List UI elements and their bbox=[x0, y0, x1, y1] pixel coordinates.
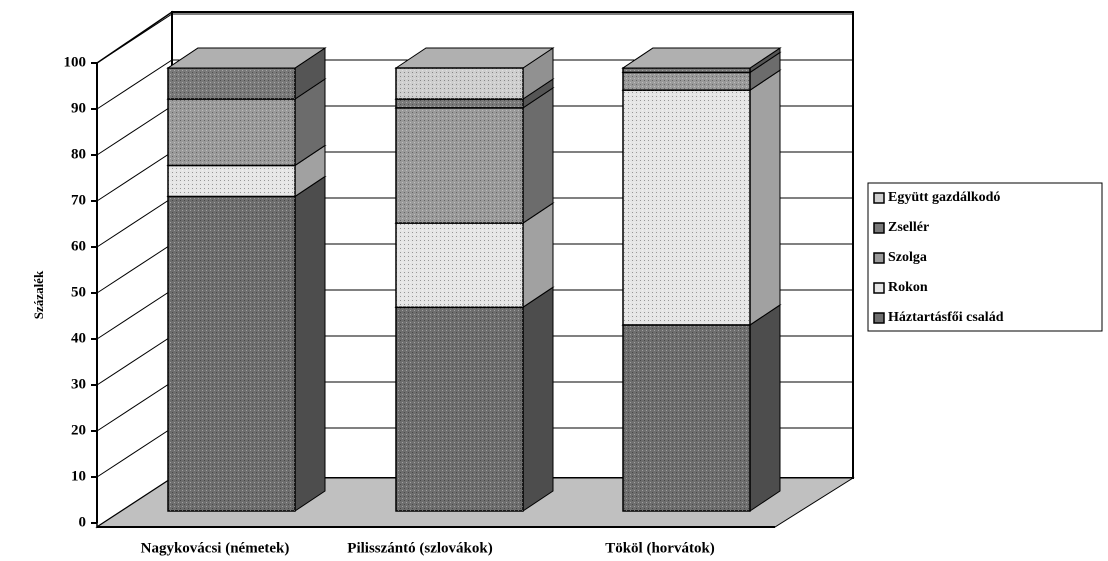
legend-label: Együtt gazdálkodó bbox=[888, 190, 1000, 205]
x-tick-label: Nagykovácsi (németek) bbox=[141, 540, 290, 556]
y-tick-label: 0 bbox=[79, 514, 87, 530]
y-tick-label: 30 bbox=[71, 376, 86, 392]
y-axis-label: Százalék bbox=[31, 270, 46, 319]
bar-side bbox=[522, 286, 554, 512]
bar-texture bbox=[623, 68, 750, 73]
legend-label: Rokon bbox=[888, 280, 928, 295]
legend-swatch bbox=[873, 282, 885, 294]
grid-line bbox=[96, 59, 853, 110]
bar-texture bbox=[168, 99, 295, 166]
bar-side bbox=[749, 69, 781, 326]
bar-texture bbox=[396, 223, 523, 308]
y-tick-label: 50 bbox=[71, 284, 86, 300]
bar-texture bbox=[396, 307, 523, 511]
x-tick-label: Tököl (horvátok) bbox=[605, 540, 715, 556]
bar-top bbox=[166, 47, 327, 69]
y-tick-label: 60 bbox=[71, 238, 86, 254]
bar-texture bbox=[168, 68, 295, 100]
grid-line bbox=[96, 13, 853, 64]
bar-texture bbox=[396, 99, 523, 108]
legend-label: Zsellér bbox=[888, 220, 929, 235]
y-tick-label: 20 bbox=[71, 422, 86, 438]
bar-texture bbox=[396, 107, 523, 224]
bar-side bbox=[522, 86, 554, 224]
x-tick-label: Pilisszántó (szlovákok) bbox=[347, 540, 492, 556]
bar-texture bbox=[168, 165, 295, 197]
y-tick-label: 80 bbox=[71, 146, 86, 162]
y-tick-label: 70 bbox=[71, 192, 86, 208]
bar-texture bbox=[623, 90, 750, 325]
bar-texture bbox=[623, 324, 750, 511]
legend-label: Háztartásfői család bbox=[888, 310, 1004, 325]
bar-side bbox=[294, 175, 326, 512]
legend-swatch bbox=[873, 252, 885, 264]
legend-label: Szolga bbox=[888, 250, 927, 265]
y-tick-label: 10 bbox=[71, 468, 86, 484]
y-tick-label: 40 bbox=[71, 330, 86, 346]
bar-texture bbox=[168, 196, 295, 511]
legend-swatch bbox=[873, 192, 885, 204]
legend-swatch bbox=[873, 312, 885, 324]
y-tick-label: 100 bbox=[64, 54, 87, 70]
y-tick-label: 90 bbox=[71, 100, 86, 116]
bar-top bbox=[621, 47, 782, 69]
bar-texture bbox=[623, 72, 750, 91]
left-wall bbox=[96, 10, 173, 529]
legend-box bbox=[867, 182, 1103, 332]
bar-side bbox=[749, 304, 781, 512]
bar-texture bbox=[396, 68, 523, 100]
legend-swatch bbox=[873, 222, 885, 234]
